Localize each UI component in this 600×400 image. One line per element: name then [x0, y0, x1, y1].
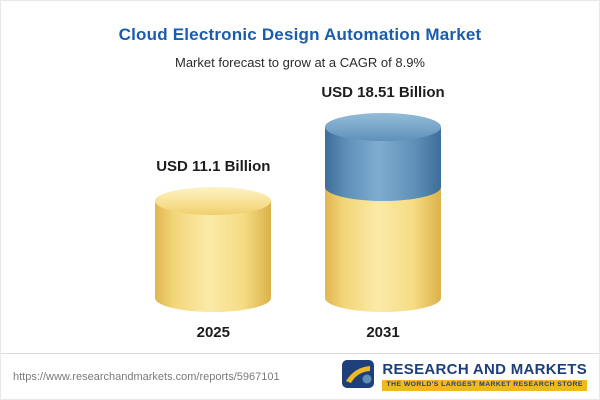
cylinder-2031: [325, 112, 441, 312]
cylinder-body-2025: [155, 201, 272, 312]
brand-name: RESEARCH AND MARKETS: [382, 361, 587, 379]
report-url: https://www.researchandmarkets.com/repor…: [13, 370, 280, 383]
cylinder-2025: [155, 187, 272, 312]
brand-logo: RESEARCH AND MARKETS THE WORLD'S LARGEST…: [341, 359, 587, 394]
year-label-2031: 2031: [366, 324, 400, 341]
page-title: Cloud Electronic Design Automation Marke…: [118, 25, 482, 44]
growth-segment-2031: [325, 112, 441, 201]
year-label-2025: 2025: [196, 324, 230, 341]
growth-segment-top: [325, 112, 441, 141]
chart-header: Cloud Electronic Design Automation Marke…: [1, 1, 599, 70]
brand-tagline: THE WORLD'S LARGEST MARKET RESEARCH STOR…: [382, 380, 587, 391]
footer: https://www.researchandmarkets.com/repor…: [1, 353, 599, 399]
bar-column-2031: USD 18.51 Billion 2031: [321, 84, 444, 341]
brand-text: RESEARCH AND MARKETS THE WORLD'S LARGEST…: [382, 362, 587, 391]
page-subtitle: Market forecast to grow at a CAGR of 8.9…: [175, 55, 425, 70]
cylinder-top-2025: [155, 187, 272, 215]
value-label-2025: USD 11.1 Billion: [156, 158, 271, 175]
bar-column-2025: USD 11.1 Billion 2025: [155, 158, 272, 341]
brand-logo-mark-icon: [341, 359, 375, 394]
value-label-2031: USD 18.51 Billion: [321, 83, 445, 101]
chart-area: USD 11.1 Billion 2025 USD 18.51 Billion …: [1, 84, 599, 341]
